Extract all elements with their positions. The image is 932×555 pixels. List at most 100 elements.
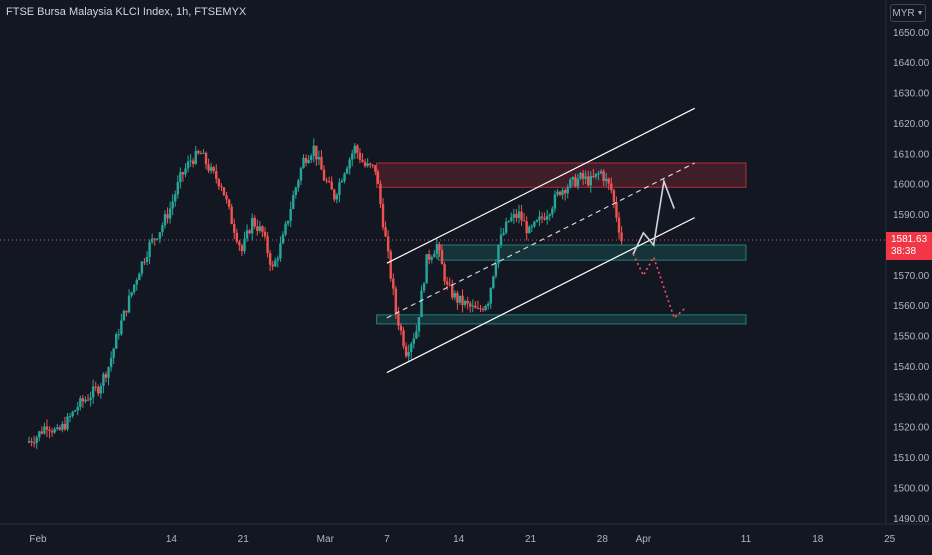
candle [171, 201, 173, 208]
candle [343, 173, 345, 180]
candle [133, 285, 135, 293]
candle [510, 218, 512, 221]
candle [608, 179, 610, 184]
candle [384, 227, 386, 236]
candle [382, 204, 384, 227]
candle [525, 221, 527, 233]
candle [564, 190, 566, 193]
candle [69, 416, 71, 417]
candle [528, 227, 530, 233]
candle [531, 226, 533, 227]
x-tick-label: 18 [812, 534, 824, 545]
candle [315, 146, 317, 160]
candle [574, 177, 576, 186]
candle [166, 214, 168, 218]
candle [541, 216, 543, 218]
candle [236, 233, 238, 242]
candle [610, 183, 612, 190]
candle [431, 257, 433, 259]
candle [438, 244, 440, 250]
candle [225, 195, 227, 199]
candle [618, 218, 620, 233]
candle [279, 243, 281, 258]
candle [261, 226, 263, 232]
candle [120, 320, 122, 334]
candle [248, 230, 250, 233]
candle [538, 216, 540, 220]
candle [313, 146, 315, 156]
candle [523, 220, 525, 221]
candle [387, 236, 389, 251]
y-tick-label: 1630.00 [893, 89, 930, 100]
candle [46, 426, 48, 429]
candle [154, 239, 156, 240]
candle [207, 164, 209, 170]
candle [254, 218, 256, 226]
candle [230, 207, 232, 224]
candle [369, 163, 371, 164]
candle [520, 212, 522, 221]
candle [174, 194, 176, 201]
candle [77, 407, 79, 410]
x-tick-label: 25 [884, 534, 896, 545]
candle [474, 306, 476, 308]
candle [169, 209, 171, 219]
candle [405, 346, 407, 356]
candle [425, 254, 427, 283]
candle [472, 306, 474, 307]
candle [584, 176, 586, 178]
candle [323, 170, 325, 181]
candle [74, 410, 76, 411]
candle [464, 301, 466, 305]
y-tick-label: 1560.00 [893, 301, 930, 312]
candle [348, 159, 350, 168]
x-tick-label: 28 [597, 534, 609, 545]
candle [351, 154, 353, 160]
candle [356, 146, 358, 153]
x-tick-label: 21 [238, 534, 250, 545]
candle [407, 352, 409, 356]
candle [428, 254, 430, 260]
candle [130, 292, 132, 296]
candle [587, 176, 589, 185]
candle [443, 264, 445, 281]
candle [233, 224, 235, 233]
y-tick-label: 1610.00 [893, 149, 930, 160]
candle [100, 386, 102, 394]
candle [256, 226, 258, 230]
candle [395, 289, 397, 313]
candle [456, 293, 458, 303]
x-tick-label: 11 [741, 534, 752, 545]
candle [518, 212, 520, 218]
candle [372, 165, 374, 166]
candle [177, 182, 179, 194]
candle [251, 218, 253, 233]
candle [210, 167, 212, 171]
candle [582, 173, 584, 179]
currency-selector[interactable]: MYR ▼ [890, 4, 926, 22]
candle [454, 293, 456, 298]
candle [320, 157, 322, 170]
candle [500, 235, 502, 245]
y-tick-label: 1490.00 [893, 514, 930, 525]
candle [269, 253, 271, 265]
candle [536, 220, 538, 222]
candle [272, 265, 274, 267]
candle [223, 187, 225, 195]
candle [115, 334, 117, 348]
candle [377, 172, 379, 184]
candle [87, 400, 89, 401]
bar-countdown: 38:38 [891, 246, 932, 258]
candle [600, 171, 602, 173]
chart-title: FTSE Bursa Malaysia KLCI Index, 1h, FTSE… [6, 6, 246, 18]
candle [366, 163, 368, 166]
candle [546, 216, 548, 220]
y-tick-label: 1550.00 [893, 332, 930, 343]
candle [125, 311, 127, 313]
candle [289, 209, 291, 221]
candle [136, 280, 138, 284]
last-price-label: 1581.63 38:38 [886, 232, 932, 260]
candle [195, 151, 197, 164]
